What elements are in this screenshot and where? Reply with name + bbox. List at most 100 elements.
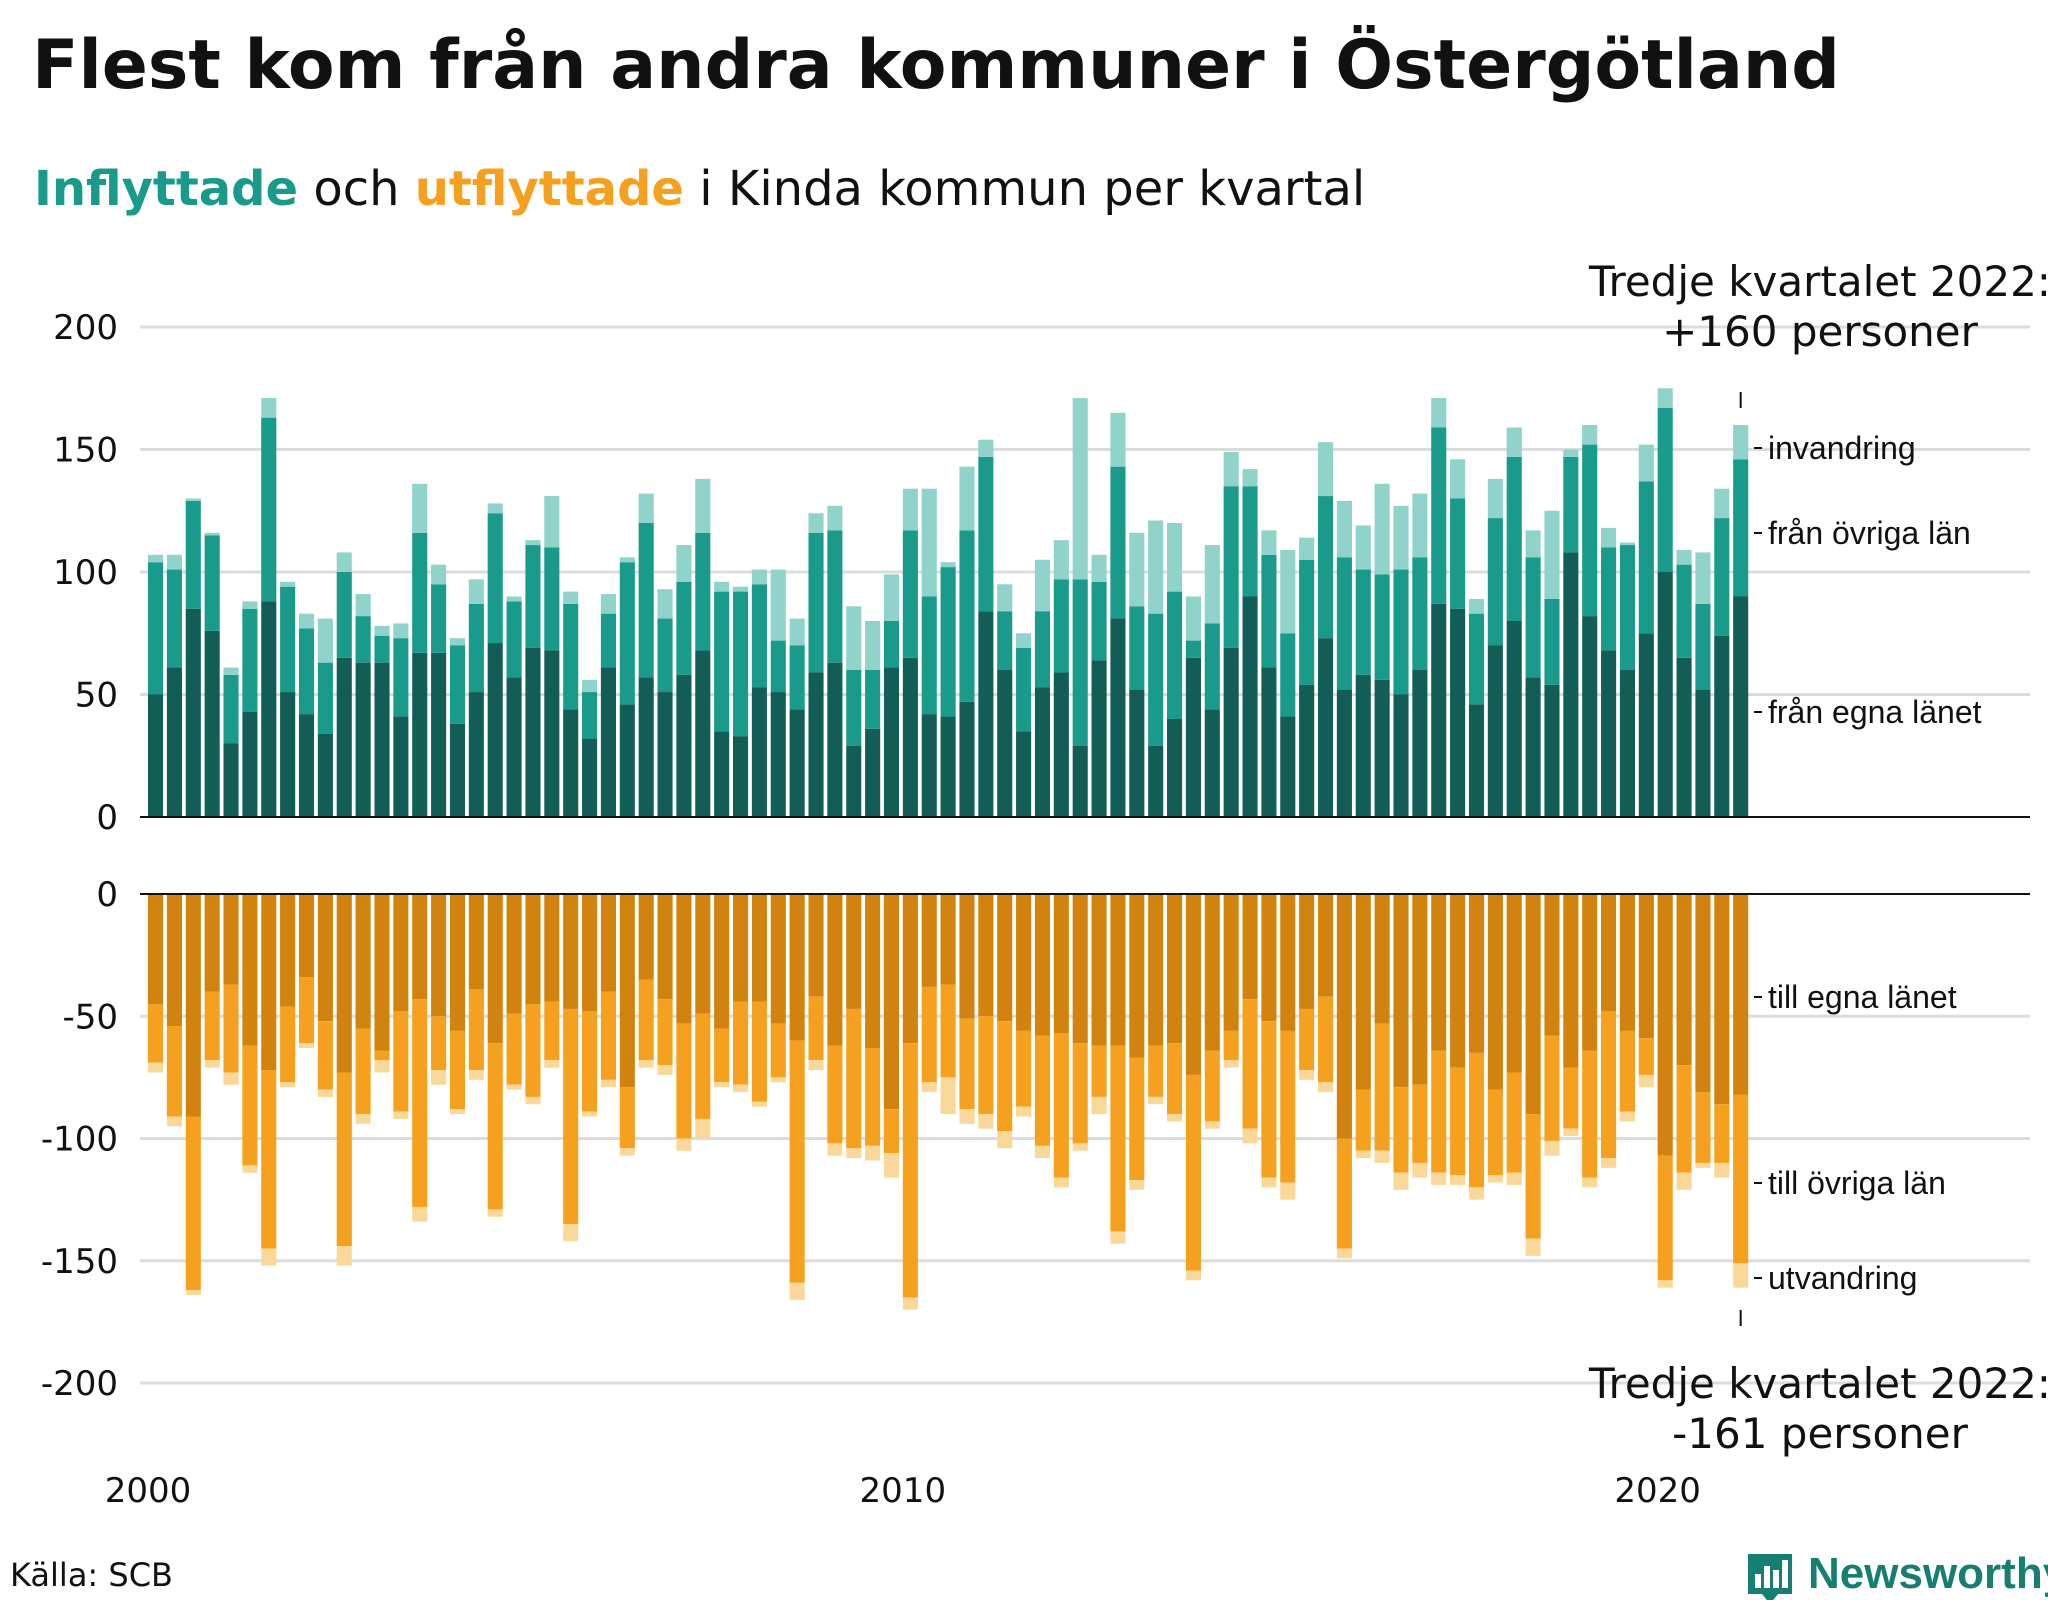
bar-inflow-immigration bbox=[166, 554, 182, 570]
bar-outflow-own-county bbox=[902, 894, 918, 1044]
bar-outflow-own-county bbox=[468, 894, 484, 990]
bar-inflow-own-county bbox=[1204, 709, 1220, 817]
bar-inflow-other-counties bbox=[1450, 498, 1466, 609]
bar-outflow-other-counties bbox=[1563, 1067, 1579, 1129]
bar-outflow-other-counties bbox=[714, 1028, 730, 1083]
bar-outflow-other-counties bbox=[1034, 1035, 1051, 1146]
bar-inflow-other-counties bbox=[638, 523, 654, 678]
bar-outflow-own-county bbox=[1223, 894, 1239, 1031]
bar-outflow-other-counties bbox=[751, 1001, 767, 1102]
bar-inflow-other-counties bbox=[657, 618, 673, 693]
y-tick-label-bottom: 0 bbox=[96, 875, 118, 915]
bar-outflow-other-counties bbox=[431, 1016, 447, 1071]
bar-outflow-emigration bbox=[1733, 1263, 1749, 1288]
bar-outflow-emigration bbox=[1261, 1177, 1277, 1188]
bar-outflow-emigration bbox=[280, 1082, 296, 1088]
bar-outflow-emigration bbox=[978, 1114, 994, 1129]
bar-outflow-emigration bbox=[582, 1111, 598, 1117]
bar-outflow-emigration bbox=[1204, 1121, 1220, 1129]
bar-outflow-emigration bbox=[1412, 1162, 1428, 1178]
bar-outflow-own-county bbox=[1374, 894, 1390, 1024]
bar-outflow-own-county bbox=[770, 894, 786, 1024]
chart-subtitle: Inflyttade och utflyttade i Kinda kommun… bbox=[34, 161, 1365, 217]
bar-inflow-own-county bbox=[921, 714, 937, 817]
bar-inflow-other-counties bbox=[1299, 559, 1315, 685]
bar-inflow-own-county bbox=[148, 694, 164, 817]
bar-inflow-other-counties bbox=[1506, 456, 1522, 621]
bar-inflow-other-counties bbox=[1601, 547, 1617, 651]
bar-outflow-emigration bbox=[185, 1290, 201, 1295]
bar-inflow-immigration bbox=[657, 589, 673, 619]
bar-outflow-other-counties bbox=[676, 1023, 692, 1139]
bar-inflow-other-counties bbox=[1544, 598, 1560, 685]
bar-outflow-own-county bbox=[1016, 894, 1032, 1031]
bar-outflow-emigration bbox=[1525, 1238, 1541, 1256]
bars bbox=[148, 388, 1749, 1310]
y-tick-label-top: 200 bbox=[53, 308, 118, 348]
bar-outflow-other-counties bbox=[223, 984, 239, 1073]
bar-outflow-other-counties bbox=[902, 1043, 918, 1298]
bar-outflow-other-counties bbox=[544, 1001, 560, 1061]
bar-inflow-immigration bbox=[846, 606, 862, 670]
bar-inflow-own-county bbox=[1582, 616, 1598, 817]
bar-inflow-immigration bbox=[1280, 549, 1296, 634]
bar-inflow-other-counties bbox=[1525, 557, 1541, 678]
series-labels: invandring från övriga län från egna länet… bbox=[1754, 430, 1982, 1296]
bar-outflow-own-county bbox=[412, 894, 428, 1000]
bar-outflow-own-county bbox=[1412, 894, 1428, 1085]
bar-outflow-other-counties bbox=[1072, 1043, 1088, 1144]
bar-outflow-emigration bbox=[1317, 1082, 1334, 1093]
bar-inflow-immigration bbox=[770, 569, 786, 641]
bar-inflow-other-counties bbox=[544, 547, 560, 651]
bar-outflow-own-county bbox=[1695, 894, 1711, 1093]
bar-outflow-other-counties bbox=[336, 1072, 352, 1247]
bar-inflow-immigration bbox=[959, 466, 975, 531]
bar-outflow-other-counties bbox=[1167, 1043, 1183, 1115]
bar-inflow-other-counties bbox=[865, 670, 881, 729]
bar-outflow-emigration bbox=[261, 1248, 277, 1266]
y-tick-label-top: 0 bbox=[96, 798, 118, 838]
bar-inflow-own-county bbox=[808, 672, 824, 817]
bar-outflow-other-counties bbox=[563, 1008, 579, 1225]
bar-inflow-immigration bbox=[487, 503, 503, 514]
bar-inflow-immigration bbox=[1676, 549, 1692, 565]
bar-outflow-other-counties bbox=[1431, 1050, 1447, 1173]
bar-outflow-emigration bbox=[1223, 1060, 1239, 1068]
bar-inflow-immigration bbox=[1638, 444, 1654, 482]
bar-outflow-own-county bbox=[1525, 894, 1541, 1115]
bar-inflow-other-counties bbox=[1676, 564, 1692, 658]
bar-outflow-own-county bbox=[431, 894, 447, 1017]
bar-outflow-emigration bbox=[1016, 1106, 1032, 1117]
bar-inflow-own-county bbox=[298, 714, 315, 817]
bar-inflow-immigration bbox=[1450, 459, 1466, 499]
bar-outflow-emigration bbox=[770, 1077, 786, 1083]
bar-outflow-emigration bbox=[1148, 1096, 1164, 1105]
bar-inflow-own-county bbox=[600, 667, 616, 817]
bar-inflow-other-counties bbox=[1072, 579, 1088, 746]
x-tick-label: 2000 bbox=[105, 1471, 192, 1511]
bar-inflow-immigration bbox=[1487, 478, 1503, 519]
bar-outflow-emigration bbox=[751, 1101, 767, 1107]
bar-inflow-other-counties bbox=[1374, 574, 1390, 680]
bar-outflow-emigration bbox=[1355, 1150, 1371, 1159]
bar-outflow-emigration bbox=[1374, 1150, 1390, 1163]
bar-outflow-emigration bbox=[1242, 1128, 1258, 1144]
bar-outflow-emigration bbox=[374, 1060, 390, 1073]
bar-outflow-emigration bbox=[1072, 1143, 1088, 1151]
bar-outflow-other-counties bbox=[865, 1048, 881, 1146]
bar-outflow-own-county bbox=[1393, 894, 1409, 1088]
bar-inflow-immigration bbox=[676, 545, 692, 582]
subtitle-rest: i Kinda kommun per kvartal bbox=[684, 161, 1365, 217]
bar-inflow-immigration bbox=[336, 552, 352, 572]
bar-inflow-other-counties bbox=[1336, 557, 1352, 690]
bar-inflow-other-counties bbox=[336, 572, 352, 658]
bar-outflow-other-counties bbox=[317, 1021, 333, 1090]
bar-inflow-own-county bbox=[1053, 672, 1069, 817]
bar-inflow-other-counties bbox=[846, 670, 862, 746]
bar-inflow-other-counties bbox=[1091, 581, 1107, 661]
bar-outflow-emigration bbox=[412, 1206, 428, 1222]
bar-outflow-other-counties bbox=[940, 984, 956, 1078]
bar-inflow-immigration bbox=[1695, 552, 1711, 604]
bar-outflow-other-counties bbox=[827, 1045, 843, 1144]
bar-inflow-own-county bbox=[261, 601, 277, 817]
